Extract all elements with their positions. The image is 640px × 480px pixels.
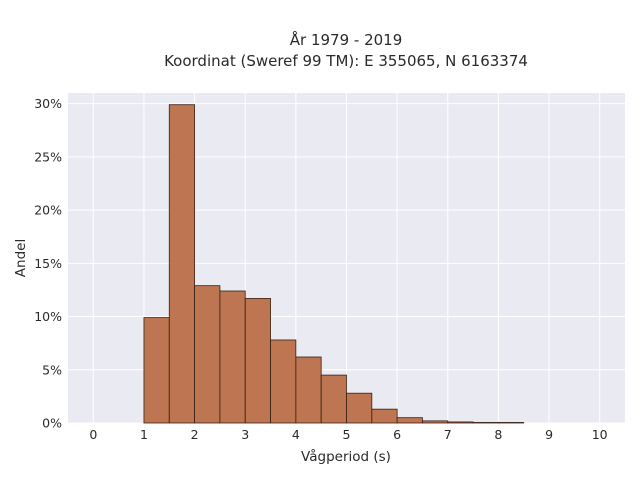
y-axis-label: Andel [13,239,29,277]
x-tick-label: 4 [292,427,300,442]
x-tick-label: 2 [191,427,199,442]
y-tick-label: 15% [34,256,62,271]
x-tick-label: 6 [393,427,401,442]
x-tick-label: 0 [89,427,97,442]
histogram-bar [244,298,271,424]
histogram-bar [472,422,499,424]
y-tick-label: 5% [42,362,62,377]
histogram-bar [168,104,195,424]
chart-subtitle: Koordinat (Sweref 99 TM): E 355065, N 61… [164,52,528,70]
y-tick-label: 25% [34,149,62,164]
x-tick-labels: 0 1 2 3 4 5 6 7 8 9 10 [89,427,607,442]
y-tick-labels: 0% 5% 10% 15% 20% 25% 30% [34,96,62,430]
y-tick-label: 20% [34,203,62,218]
histogram-bar [219,290,246,424]
x-tick-label: 7 [444,427,452,442]
histogram-bar [396,417,423,424]
x-axis-label: Vågperiod (s) [301,448,391,465]
x-tick-label: 10 [592,427,608,442]
histogram-bar [447,421,474,424]
x-tick-label: 9 [545,427,553,442]
y-tick-label: 30% [34,96,62,111]
chart-title: År 1979 - 2019 [290,30,403,49]
x-tick-label: 1 [140,427,148,442]
histogram-bar [498,422,525,424]
histogram-bar [346,392,373,424]
histogram-bar [194,285,221,424]
x-tick-label: 8 [494,427,502,442]
histogram-bar [371,408,398,424]
bars-group [143,104,525,424]
y-tick-label: 0% [42,416,62,431]
histogram-bar [143,317,170,424]
histogram-bar [295,356,322,424]
histogram-bar [320,374,347,424]
histogram-bar [270,339,297,424]
histogram-bar [422,420,449,424]
x-tick-label: 3 [241,427,249,442]
y-tick-label: 10% [34,309,62,324]
x-tick-label: 5 [343,427,351,442]
